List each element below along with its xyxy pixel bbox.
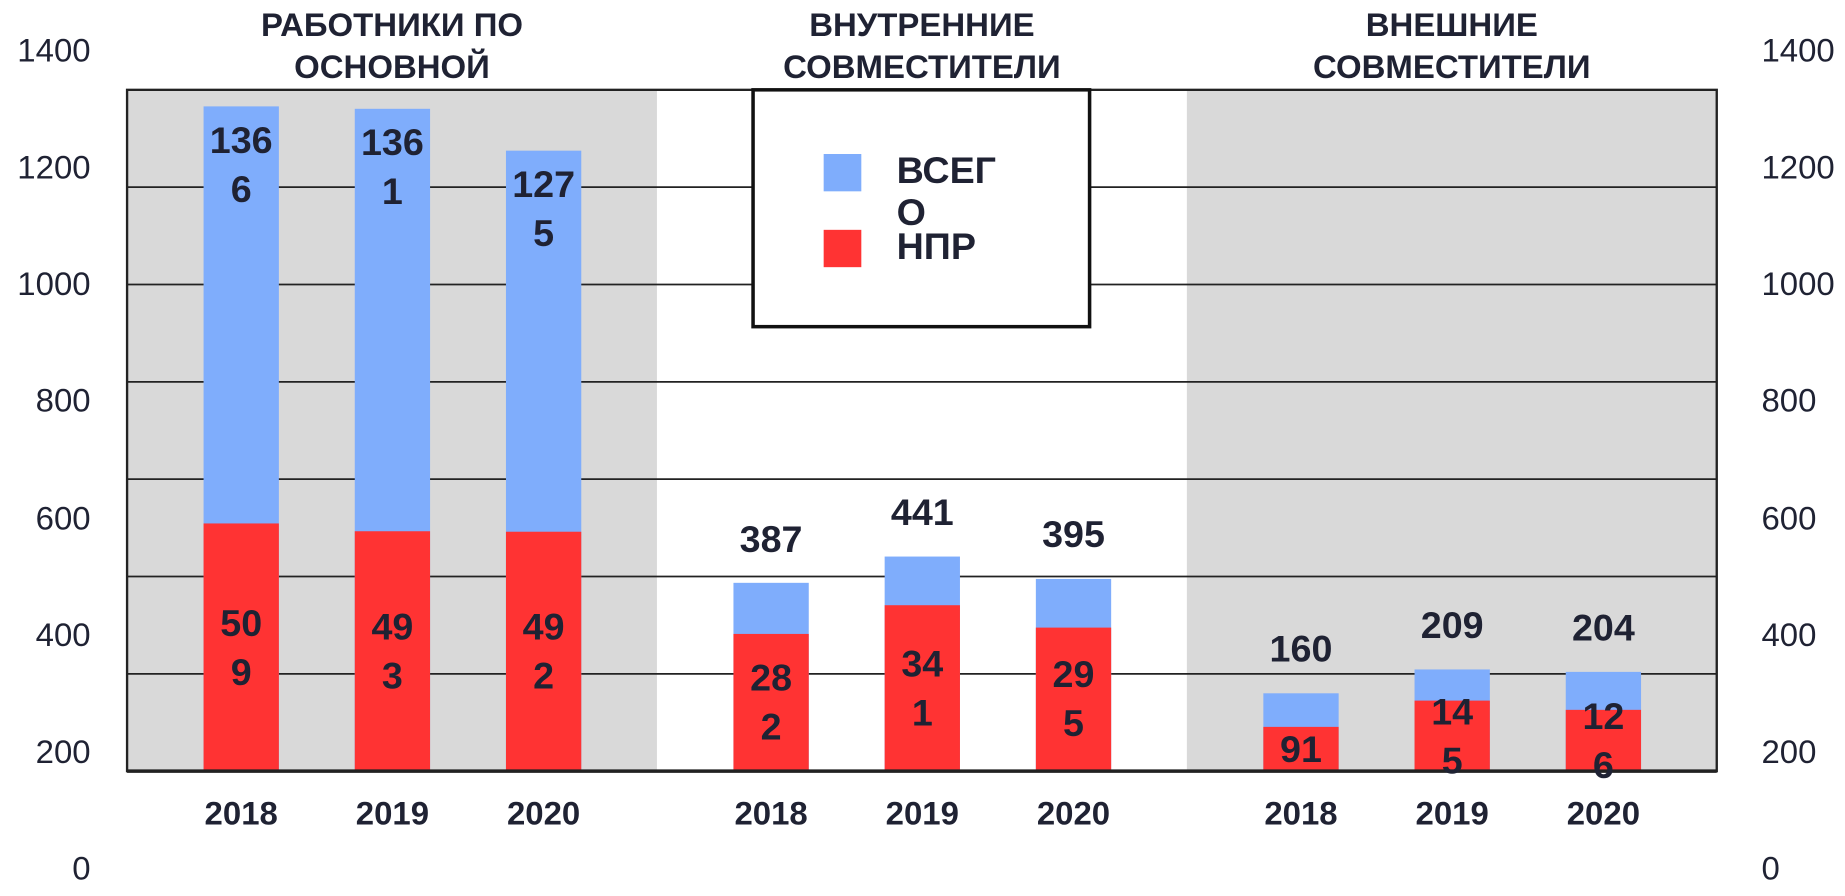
y-tick-label: 1200 [17, 149, 91, 186]
value-label: 493 [371, 605, 414, 697]
bar [1035, 627, 1112, 772]
value-label: 145 [1431, 690, 1474, 782]
y-tick-label: 200 [35, 733, 91, 770]
bar [1263, 726, 1339, 772]
value-label: 492 [522, 605, 565, 697]
value-label: 204 [1571, 606, 1635, 649]
value-label: 91 [1280, 728, 1322, 771]
value-label: 160 [1269, 627, 1333, 670]
y-tick-label: 400 [35, 616, 91, 653]
bar [1414, 700, 1490, 772]
value-label: 295 [1052, 653, 1095, 745]
group-title: ВНУТРЕННИЕ СОВМЕСТИТЕЛИ [783, 7, 1061, 86]
x-tick-label: 2018 [1264, 795, 1338, 832]
y-tick-label: 1000 [17, 266, 91, 303]
group-title: ВНЕШНИЕ СОВМЕСТИТЕЛИ [1313, 7, 1591, 86]
bar [733, 633, 809, 772]
bar [1565, 709, 1642, 772]
y2-tick-label: 0 [1761, 850, 1780, 887]
y2-tick-label: 1200 [1761, 149, 1835, 186]
y2-tick-label: 800 [1761, 382, 1817, 420]
value-label: 126 [1582, 695, 1625, 787]
y-tick-label: 600 [35, 499, 91, 536]
group-title: РАБОТНИКИ ПО ОСНОВНОЙ [260, 7, 524, 86]
value-label: 209 [1420, 604, 1484, 647]
x-tick-label: 2019 [355, 795, 430, 832]
bar [203, 523, 279, 772]
y2-tick-label: 1400 [1761, 32, 1835, 69]
value-label: 441 [890, 491, 954, 534]
group-background [1186, 89, 1717, 772]
x-tick-label: 2018 [204, 795, 278, 832]
legend-swatch [823, 229, 862, 268]
y2-tick-label: 200 [1761, 733, 1817, 770]
bar [354, 531, 431, 772]
x-tick-label: 2019 [885, 795, 959, 832]
y2-tick-label: 400 [1761, 616, 1817, 653]
value-label: 387 [739, 517, 803, 560]
value-label: 282 [750, 657, 793, 749]
value-label: 395 [1042, 513, 1105, 556]
y-tick-label: 0 [72, 850, 91, 887]
x-tick-label: 2020 [506, 795, 581, 832]
value-label: 341 [901, 642, 944, 734]
value-label: 1366 [209, 119, 273, 211]
y2-tick-label: 600 [1761, 499, 1817, 536]
bar [884, 605, 960, 772]
x-tick-label: 2018 [734, 795, 808, 832]
legend-swatch [823, 154, 862, 192]
legend-box [751, 88, 1092, 329]
value-label: 1275 [512, 163, 576, 255]
x-tick-label: 2020 [1566, 795, 1641, 832]
x-tick-label: 2019 [1415, 795, 1489, 832]
value-label: 1361 [360, 121, 424, 213]
legend-label: НПР [896, 225, 976, 268]
bar [505, 531, 582, 772]
legend-label: ВСЕГО [896, 149, 997, 234]
x-tick-label: 2020 [1036, 795, 1111, 832]
value-label: 509 [220, 601, 263, 693]
y-tick-label: 1400 [17, 32, 91, 69]
y2-tick-label: 1000 [1761, 266, 1835, 303]
y-tick-label: 800 [35, 382, 91, 420]
